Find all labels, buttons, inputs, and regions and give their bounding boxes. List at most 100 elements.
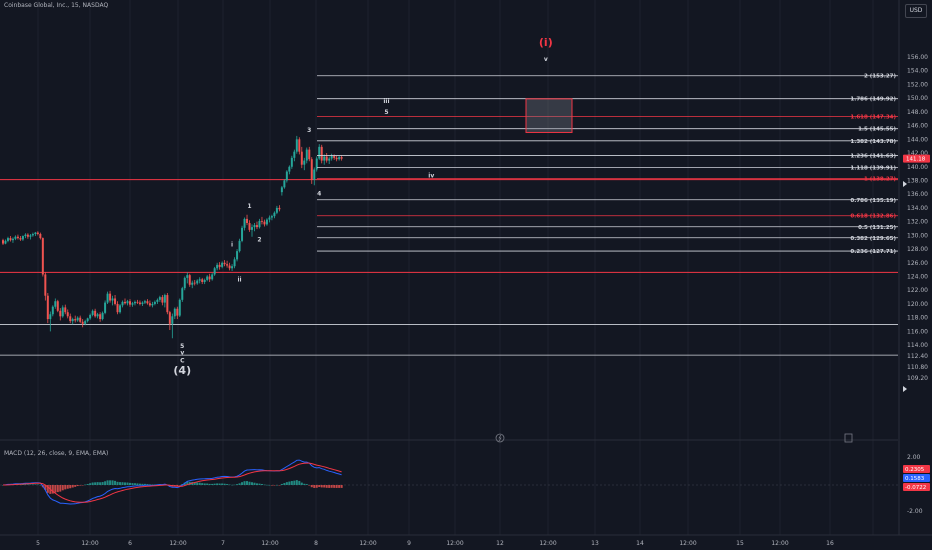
macd-histogram-bar bbox=[106, 480, 109, 485]
candle-body bbox=[176, 308, 179, 316]
macd-histogram-bar bbox=[128, 482, 131, 485]
candle-body bbox=[143, 301, 146, 303]
price-axis[interactable]: 156.00 154.00 152.00 150.00 148.00 146.00 144.… bbox=[898, 0, 930, 535]
fib-label: 1.382 (143.78) bbox=[850, 139, 896, 145]
time-tick-label: 12:00 bbox=[771, 540, 788, 547]
candle-body bbox=[181, 288, 184, 300]
candle-body bbox=[131, 303, 134, 305]
macd-histogram-bar bbox=[76, 485, 79, 487]
candle-body bbox=[275, 207, 278, 213]
candle-body bbox=[136, 301, 139, 303]
candle-body bbox=[283, 180, 286, 188]
macd-histogram-bar bbox=[270, 485, 273, 486]
candle-body bbox=[323, 156, 326, 161]
candle-body bbox=[231, 266, 234, 269]
time-tick-label: 15 bbox=[736, 540, 744, 547]
candle-body bbox=[338, 157, 341, 160]
macd-histogram-bar bbox=[335, 485, 338, 488]
price-tick-label: 132.00 bbox=[907, 219, 928, 226]
candle-body bbox=[188, 275, 191, 285]
candle-body bbox=[81, 321, 84, 324]
wave-label: 1 bbox=[247, 203, 251, 210]
price-tick-label: 109.20 bbox=[907, 375, 928, 382]
macd-badge-value: -0.0722 bbox=[905, 485, 926, 491]
currency-button[interactable]: USD bbox=[905, 4, 927, 18]
candle-body bbox=[74, 319, 77, 321]
macd-histogram-bar bbox=[54, 485, 57, 493]
candle-body bbox=[258, 220, 261, 228]
candle-body bbox=[273, 212, 276, 217]
candle-body bbox=[248, 223, 251, 230]
candle-body bbox=[99, 314, 102, 320]
candle-body bbox=[186, 275, 189, 278]
candle-body bbox=[51, 306, 54, 315]
time-tick-label: 14 bbox=[636, 540, 644, 547]
candle-body bbox=[44, 274, 47, 296]
macd-histogram-bar bbox=[246, 481, 249, 485]
price-tick-label: 122.00 bbox=[907, 287, 928, 294]
price-tick-label: 146.00 bbox=[907, 123, 928, 130]
candle-body bbox=[79, 317, 82, 322]
macd-histogram-bar bbox=[24, 484, 27, 485]
macd-histogram-bar bbox=[318, 485, 321, 488]
candle-body bbox=[128, 301, 131, 305]
candle-body bbox=[308, 149, 311, 160]
macd-histogram-bar bbox=[268, 484, 271, 486]
candle-body bbox=[178, 299, 181, 316]
macd-histogram-bar bbox=[295, 480, 298, 485]
macd-histogram-bar bbox=[94, 482, 97, 485]
candle-series bbox=[2, 135, 343, 339]
candle-body bbox=[146, 301, 149, 304]
candle-body bbox=[201, 279, 204, 283]
candle-body bbox=[101, 312, 104, 320]
candle-body bbox=[64, 307, 67, 313]
macd-histogram-bar bbox=[260, 484, 263, 485]
price-tick-label: 116.00 bbox=[907, 328, 928, 335]
candle-body bbox=[236, 251, 239, 260]
macd-histogram-bar bbox=[206, 483, 209, 485]
macd-histogram-bar bbox=[146, 484, 149, 485]
macd-histogram-bar bbox=[121, 482, 124, 485]
current-price-value: 141.18 bbox=[906, 157, 926, 163]
price-tick-label: 140.00 bbox=[907, 164, 928, 171]
macd-histogram-bar bbox=[148, 484, 151, 485]
candle-body bbox=[138, 302, 141, 304]
price-tick-label: 118.00 bbox=[907, 315, 928, 322]
candle-body bbox=[133, 301, 136, 304]
candle-body bbox=[166, 295, 169, 313]
macd-histogram-bar bbox=[133, 483, 136, 485]
macd-histogram-bar bbox=[136, 483, 139, 485]
macd-histogram-bar bbox=[64, 485, 67, 490]
candle-body bbox=[320, 146, 323, 161]
fib-label: 1.786 (149.92) bbox=[850, 97, 896, 103]
candle-body bbox=[61, 307, 64, 317]
candle-body bbox=[208, 276, 211, 280]
candle-body bbox=[280, 187, 283, 193]
horizontal-levels bbox=[0, 179, 898, 356]
time-axis[interactable]: 5 12:00 6 12:00 7 12:00 8 12:00 9 12:00 12 12:00 13 1… bbox=[0, 534, 932, 547]
time-tick-label: 8 bbox=[314, 540, 318, 547]
candle-body bbox=[221, 262, 224, 267]
price-tick-label: 128.00 bbox=[907, 246, 928, 253]
macd-histogram-bar bbox=[74, 485, 77, 487]
macd-histogram-bar bbox=[56, 485, 59, 493]
macd-histogram-bar bbox=[231, 484, 234, 486]
candle-body bbox=[173, 308, 176, 317]
macd-histogram-bar bbox=[109, 480, 112, 485]
candle-body bbox=[29, 235, 32, 237]
candle-body bbox=[330, 155, 333, 159]
candle-body bbox=[26, 234, 29, 237]
macd-histogram-bar bbox=[328, 485, 331, 488]
candle-body bbox=[163, 295, 166, 303]
macd-histogram-bar bbox=[213, 483, 216, 485]
macd-badge-value: 0.2305 bbox=[905, 467, 925, 473]
candle-body bbox=[21, 236, 24, 240]
time-tick-label: 7 bbox=[221, 540, 225, 547]
candle-body bbox=[340, 157, 343, 159]
macd-histogram-bar bbox=[114, 480, 117, 485]
macd-badge-value: 0.1583 bbox=[905, 476, 925, 482]
macd-histogram-bar bbox=[251, 482, 253, 485]
candle-body bbox=[228, 265, 231, 269]
